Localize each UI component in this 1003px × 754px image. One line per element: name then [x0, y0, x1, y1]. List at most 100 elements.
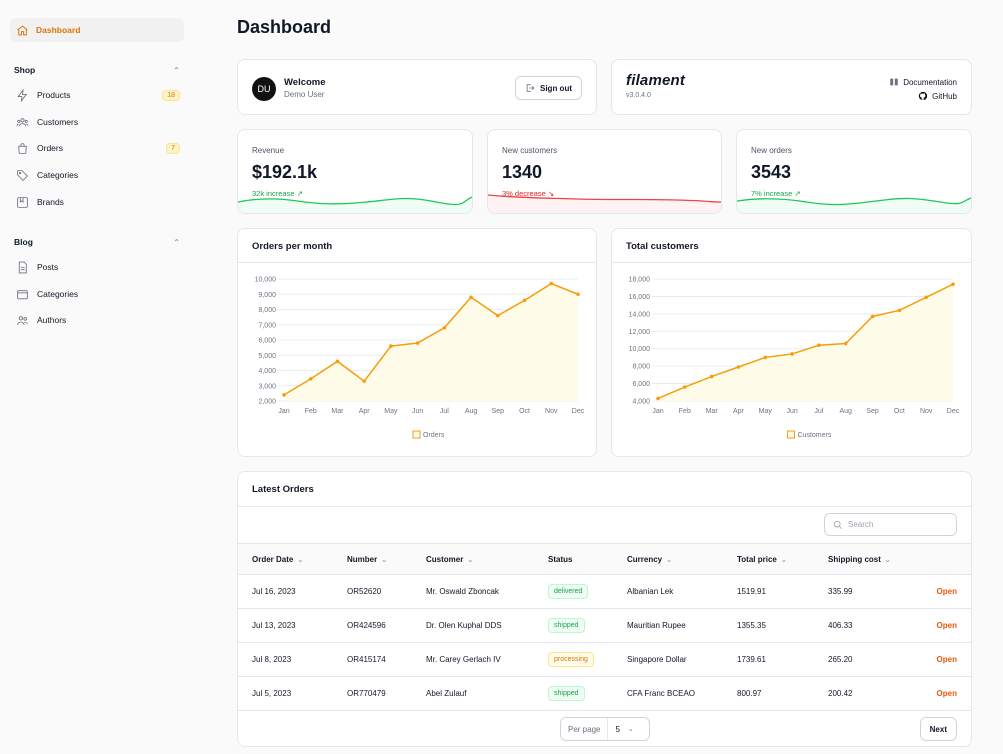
- x-tick-label: Aug: [839, 408, 852, 415]
- cell-customer: Dr. Olen Kuphal DDS: [426, 621, 502, 630]
- sidebar-group-shop[interactable]: Shop ⌃: [14, 65, 180, 75]
- users-icon: [17, 315, 28, 325]
- column-header-customer[interactable]: Customer ⌄: [426, 555, 474, 564]
- tag-icon: [17, 169, 28, 181]
- stat-description: 7% increase ↗: [751, 189, 801, 198]
- area-fill: [658, 284, 953, 401]
- documentation-link[interactable]: Documentation: [889, 75, 957, 89]
- chart-title: Orders per month: [252, 241, 333, 252]
- stat-card-new-orders: New orders 3543 7% increase ↗: [736, 129, 972, 214]
- sidebar-item-blog-categories[interactable]: Categories: [16, 285, 180, 303]
- x-tick-label: Jun: [412, 408, 423, 415]
- sign-out-icon: [526, 84, 535, 92]
- stat-description: 32k increase ↗: [252, 189, 303, 198]
- open-link[interactable]: Open: [936, 655, 957, 664]
- status-badge: shipped: [548, 618, 585, 633]
- sidebar: Dashboard Shop ⌃ Products 18 Customers O…: [0, 0, 196, 754]
- table-row[interactable]: Jul 16, 2023 OR52620 Mr. Oswald Zboncak …: [238, 575, 971, 609]
- x-tick-label: Dec: [572, 408, 585, 415]
- sidebar-item-categories[interactable]: Categories: [16, 166, 180, 184]
- filament-info-card: filament v3.0.4.0 Documentation GitHub: [611, 59, 972, 115]
- stat-label: New customers: [502, 146, 558, 155]
- latest-orders-card: Latest Orders Search Order Date ⌄ Number ⌄…: [237, 471, 972, 747]
- sidebar-item-brands[interactable]: Brands: [16, 193, 180, 211]
- data-point: [549, 281, 554, 286]
- sidebar-item-label: Authors: [37, 315, 67, 325]
- shopping-bag-icon: [18, 142, 27, 154]
- y-tick-label: 14,000: [629, 311, 651, 318]
- data-point: [576, 292, 580, 297]
- column-header-order-date[interactable]: Order Date ⌄: [252, 555, 304, 564]
- x-tick-label: May: [759, 408, 773, 415]
- home-icon: [17, 25, 28, 35]
- stat-value: 1340: [502, 162, 543, 182]
- data-point: [897, 308, 902, 313]
- sidebar-group-blog[interactable]: Blog ⌃: [14, 237, 180, 247]
- search-input[interactable]: Search: [824, 513, 957, 536]
- sidebar-item-dashboard[interactable]: Dashboard: [10, 18, 184, 42]
- cell-shipping: 265.20: [828, 655, 853, 664]
- chevron-down-icon: ⌄: [627, 726, 634, 733]
- stat-label: Revenue: [252, 146, 285, 155]
- welcome-card: DU Welcome Demo User Sign out: [237, 59, 597, 115]
- sidebar-item-customers[interactable]: Customers: [16, 113, 180, 131]
- open-link[interactable]: Open: [936, 689, 957, 698]
- sidebar-item-posts[interactable]: Posts: [16, 258, 180, 276]
- chevron-up-icon[interactable]: ⌃: [173, 237, 180, 247]
- x-tick-label: Sep: [866, 408, 879, 415]
- github-label: GitHub: [932, 91, 957, 101]
- data-point: [442, 326, 447, 330]
- data-point: [790, 352, 794, 356]
- y-tick-label: 6,000: [258, 338, 276, 345]
- next-page-button[interactable]: Next: [919, 717, 957, 741]
- per-page-value: 5: [615, 724, 620, 734]
- data-point: [282, 393, 286, 397]
- cell-total: 1739.61: [737, 655, 766, 664]
- bookmark-square-icon: [17, 196, 28, 208]
- user-name: Demo User: [284, 90, 325, 99]
- open-link[interactable]: Open: [936, 587, 957, 596]
- data-point: [709, 374, 714, 379]
- stat-label: New orders: [751, 146, 792, 155]
- cell-total: 800.97: [737, 689, 762, 698]
- y-tick-label: 6,000: [632, 381, 650, 388]
- chevron-down-icon: ⌄: [884, 556, 891, 564]
- chevron-down-icon: ⌄: [780, 556, 787, 564]
- sidebar-item-authors[interactable]: Authors: [16, 311, 180, 329]
- status-badge: shipped: [548, 686, 585, 701]
- column-header-total-price[interactable]: Total price ⌄: [737, 555, 787, 564]
- per-page-select[interactable]: Per page 5 ⌄: [560, 717, 650, 741]
- y-tick-label: 18,000: [629, 277, 651, 284]
- cell-currency: Singapore Dollar: [627, 655, 687, 664]
- x-tick-label: Jul: [440, 408, 449, 415]
- table-row[interactable]: Jul 13, 2023 OR424596 Dr. Olen Kuphal DD…: [238, 609, 971, 643]
- cell-total: 1355.35: [737, 621, 766, 630]
- column-header-currency[interactable]: Currency ⌄: [627, 555, 672, 564]
- x-tick-label: Jun: [786, 408, 797, 415]
- table-row[interactable]: Jul 5, 2023 OR770479 Abel Zulauf shipped…: [238, 677, 971, 711]
- x-tick-label: May: [384, 408, 398, 415]
- sidebar-group-label: Shop: [14, 65, 36, 75]
- chevron-up-icon[interactable]: ⌃: [173, 65, 180, 75]
- column-header-shipping-cost[interactable]: Shipping cost ⌄: [828, 555, 891, 564]
- x-tick-label: Oct: [519, 408, 530, 415]
- cell-customer: Mr. Carey Gerlach IV: [426, 655, 501, 664]
- table-row[interactable]: Jul 8, 2023 OR415174 Mr. Carey Gerlach I…: [238, 643, 971, 677]
- stat-card-new-customers: New customers 1340 3% decrease ↘: [487, 129, 722, 214]
- stat-card-revenue: Revenue $192.1k 32k increase ↗: [237, 129, 473, 214]
- open-link[interactable]: Open: [936, 621, 957, 630]
- sidebar-item-orders[interactable]: Orders 7: [16, 139, 180, 157]
- chevron-down-icon: ⌄: [297, 556, 304, 564]
- sidebar-item-products[interactable]: Products 18: [16, 86, 180, 104]
- sidebar-item-label: Brands: [37, 197, 64, 207]
- search-placeholder: Search: [848, 520, 874, 529]
- cell-currency: CFA Franc BCEAO: [627, 689, 696, 698]
- sign-out-button[interactable]: Sign out: [515, 76, 582, 100]
- y-tick-label: 12,000: [629, 329, 651, 336]
- data-point: [763, 355, 768, 360]
- stat-description: 3% decrease ↘: [502, 189, 555, 198]
- welcome-title: Welcome: [284, 77, 326, 88]
- github-link[interactable]: GitHub: [889, 89, 957, 103]
- column-header-number[interactable]: Number ⌄: [347, 555, 388, 564]
- bolt-icon: [17, 88, 28, 102]
